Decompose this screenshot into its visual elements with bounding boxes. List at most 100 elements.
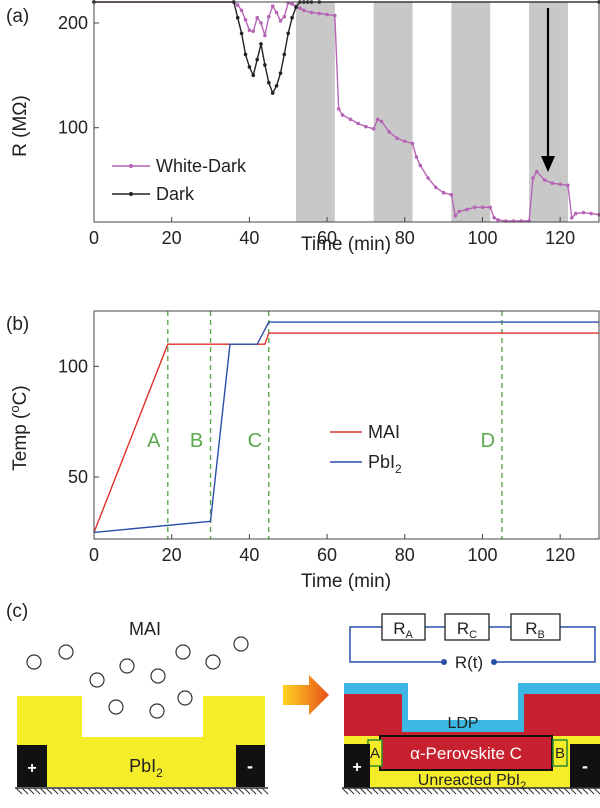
plot-a-y-ticks: 100 200	[58, 13, 99, 138]
data-point	[294, 5, 298, 9]
x-tick-label: 40	[239, 228, 259, 248]
hatch-mark	[563, 787, 571, 795]
hatch-mark	[341, 787, 349, 795]
data-point	[566, 183, 570, 188]
resistor-b	[510, 613, 561, 641]
mai-molecule	[205, 654, 221, 670]
mai-molecule	[26, 654, 42, 670]
hatch-mark	[383, 787, 391, 795]
hatch-mark	[147, 787, 155, 795]
hatch-mark	[135, 787, 143, 795]
data-point	[267, 14, 271, 19]
resistor-b-label: RB	[525, 619, 545, 641]
hatch-mark	[189, 787, 197, 795]
negative-electrode-right-label: -	[582, 756, 588, 776]
hatch-mark	[81, 787, 89, 795]
hatch-mark	[207, 787, 215, 795]
stage-markers: A B C D	[147, 311, 503, 539]
hatch-mark	[93, 787, 101, 795]
plot-a-frame	[93, 1, 600, 223]
light-off-interval-2	[373, 2, 413, 222]
light-off-interval-1	[296, 2, 335, 222]
data-point	[317, 11, 322, 16]
light-off-interval-3	[451, 2, 491, 222]
hatch-mark	[503, 787, 511, 795]
plot-a-legend: White-Dark Dark	[112, 156, 247, 204]
mai-molecule	[177, 690, 193, 706]
x-tick-label: 20	[162, 228, 182, 248]
hatch-mark	[159, 787, 167, 795]
data-point	[235, 3, 240, 7]
plot-a-y-label: R (MΩ)	[10, 95, 31, 157]
perovskite-label: α-Perovskite C	[410, 744, 522, 763]
stage-label-b: B	[190, 430, 203, 452]
data-point	[255, 15, 259, 20]
hatch-mark	[587, 787, 595, 795]
resistor-a-label: RA	[393, 619, 413, 641]
hatch-mark	[219, 787, 227, 795]
hatch-mark	[527, 787, 535, 795]
data-point	[251, 73, 256, 78]
hatch-mark	[15, 787, 23, 795]
x-tick-label: 60	[317, 228, 337, 248]
legend-dark: Dark	[156, 184, 195, 204]
data-point	[259, 42, 263, 46]
data-point	[243, 18, 248, 22]
hatch-mark	[497, 787, 505, 795]
hatch-mark	[539, 787, 547, 795]
data-point	[340, 113, 345, 117]
data-point	[379, 119, 384, 124]
data-point	[282, 52, 287, 57]
substrate-hatch	[15, 787, 269, 795]
hatch-mark	[249, 787, 257, 795]
hatch-mark	[57, 787, 65, 795]
stage-label-d: D	[481, 430, 495, 452]
positive-electrode-label: +	[27, 760, 36, 777]
series-line-mai	[93, 332, 599, 533]
plot-b-x-ticks: 0 20 40 60 80 100 120	[89, 534, 575, 565]
hatch-mark	[593, 787, 600, 795]
hatch-mark	[371, 787, 379, 795]
data-point	[274, 10, 279, 15]
data-point	[441, 190, 446, 195]
reacted-device-schematic: RA RC RB R(t) α-Perovskite C LDP A	[341, 613, 600, 795]
hatch-mark	[467, 787, 475, 795]
data-point	[247, 28, 252, 33]
hatch-mark	[479, 787, 487, 795]
hatch-mark	[213, 787, 221, 795]
unreacted-pbi2-label: Unreacted PbI2	[418, 772, 526, 792]
substrate-hatch-right	[341, 787, 600, 795]
panel-b-label: (b)	[6, 314, 29, 335]
panel-a: (a) 0 20 40 60 80 100 120 100 200 Time (min) R …	[6, 0, 600, 255]
x-tick-label: 0	[89, 228, 99, 248]
x-tick-label: 120	[545, 545, 575, 565]
circuit-wire-left	[349, 626, 444, 663]
hatch-mark	[21, 787, 29, 795]
panel-c-label: (c)	[6, 601, 28, 622]
meter-terminal-left	[441, 659, 447, 665]
plot-a-x-label: Time (min)	[301, 234, 391, 255]
hatch-mark	[485, 787, 493, 795]
data-point	[302, 8, 306, 13]
data-point	[255, 57, 259, 62]
data-point	[542, 178, 547, 182]
region-a-label: A	[370, 745, 380, 762]
resistor-a	[381, 613, 426, 641]
hatch-mark	[75, 787, 83, 795]
resistor-c-label: RC	[457, 619, 477, 641]
hatch-mark	[123, 787, 131, 795]
data-point	[309, 10, 314, 15]
region-b-label: B	[555, 745, 565, 762]
data-point	[274, 84, 279, 88]
equivalent-circuit: RA RC RB R(t)	[349, 613, 596, 672]
data-point	[371, 127, 376, 131]
data-point	[325, 12, 329, 17]
data-point	[364, 124, 368, 129]
hatch-mark	[449, 787, 457, 795]
mai-label: MAI	[129, 619, 161, 639]
hatch-mark	[39, 787, 47, 795]
data-point	[270, 91, 275, 95]
hatch-mark	[407, 787, 415, 795]
x-tick-label: 80	[395, 228, 415, 248]
y-tick-label: 100	[58, 118, 88, 138]
